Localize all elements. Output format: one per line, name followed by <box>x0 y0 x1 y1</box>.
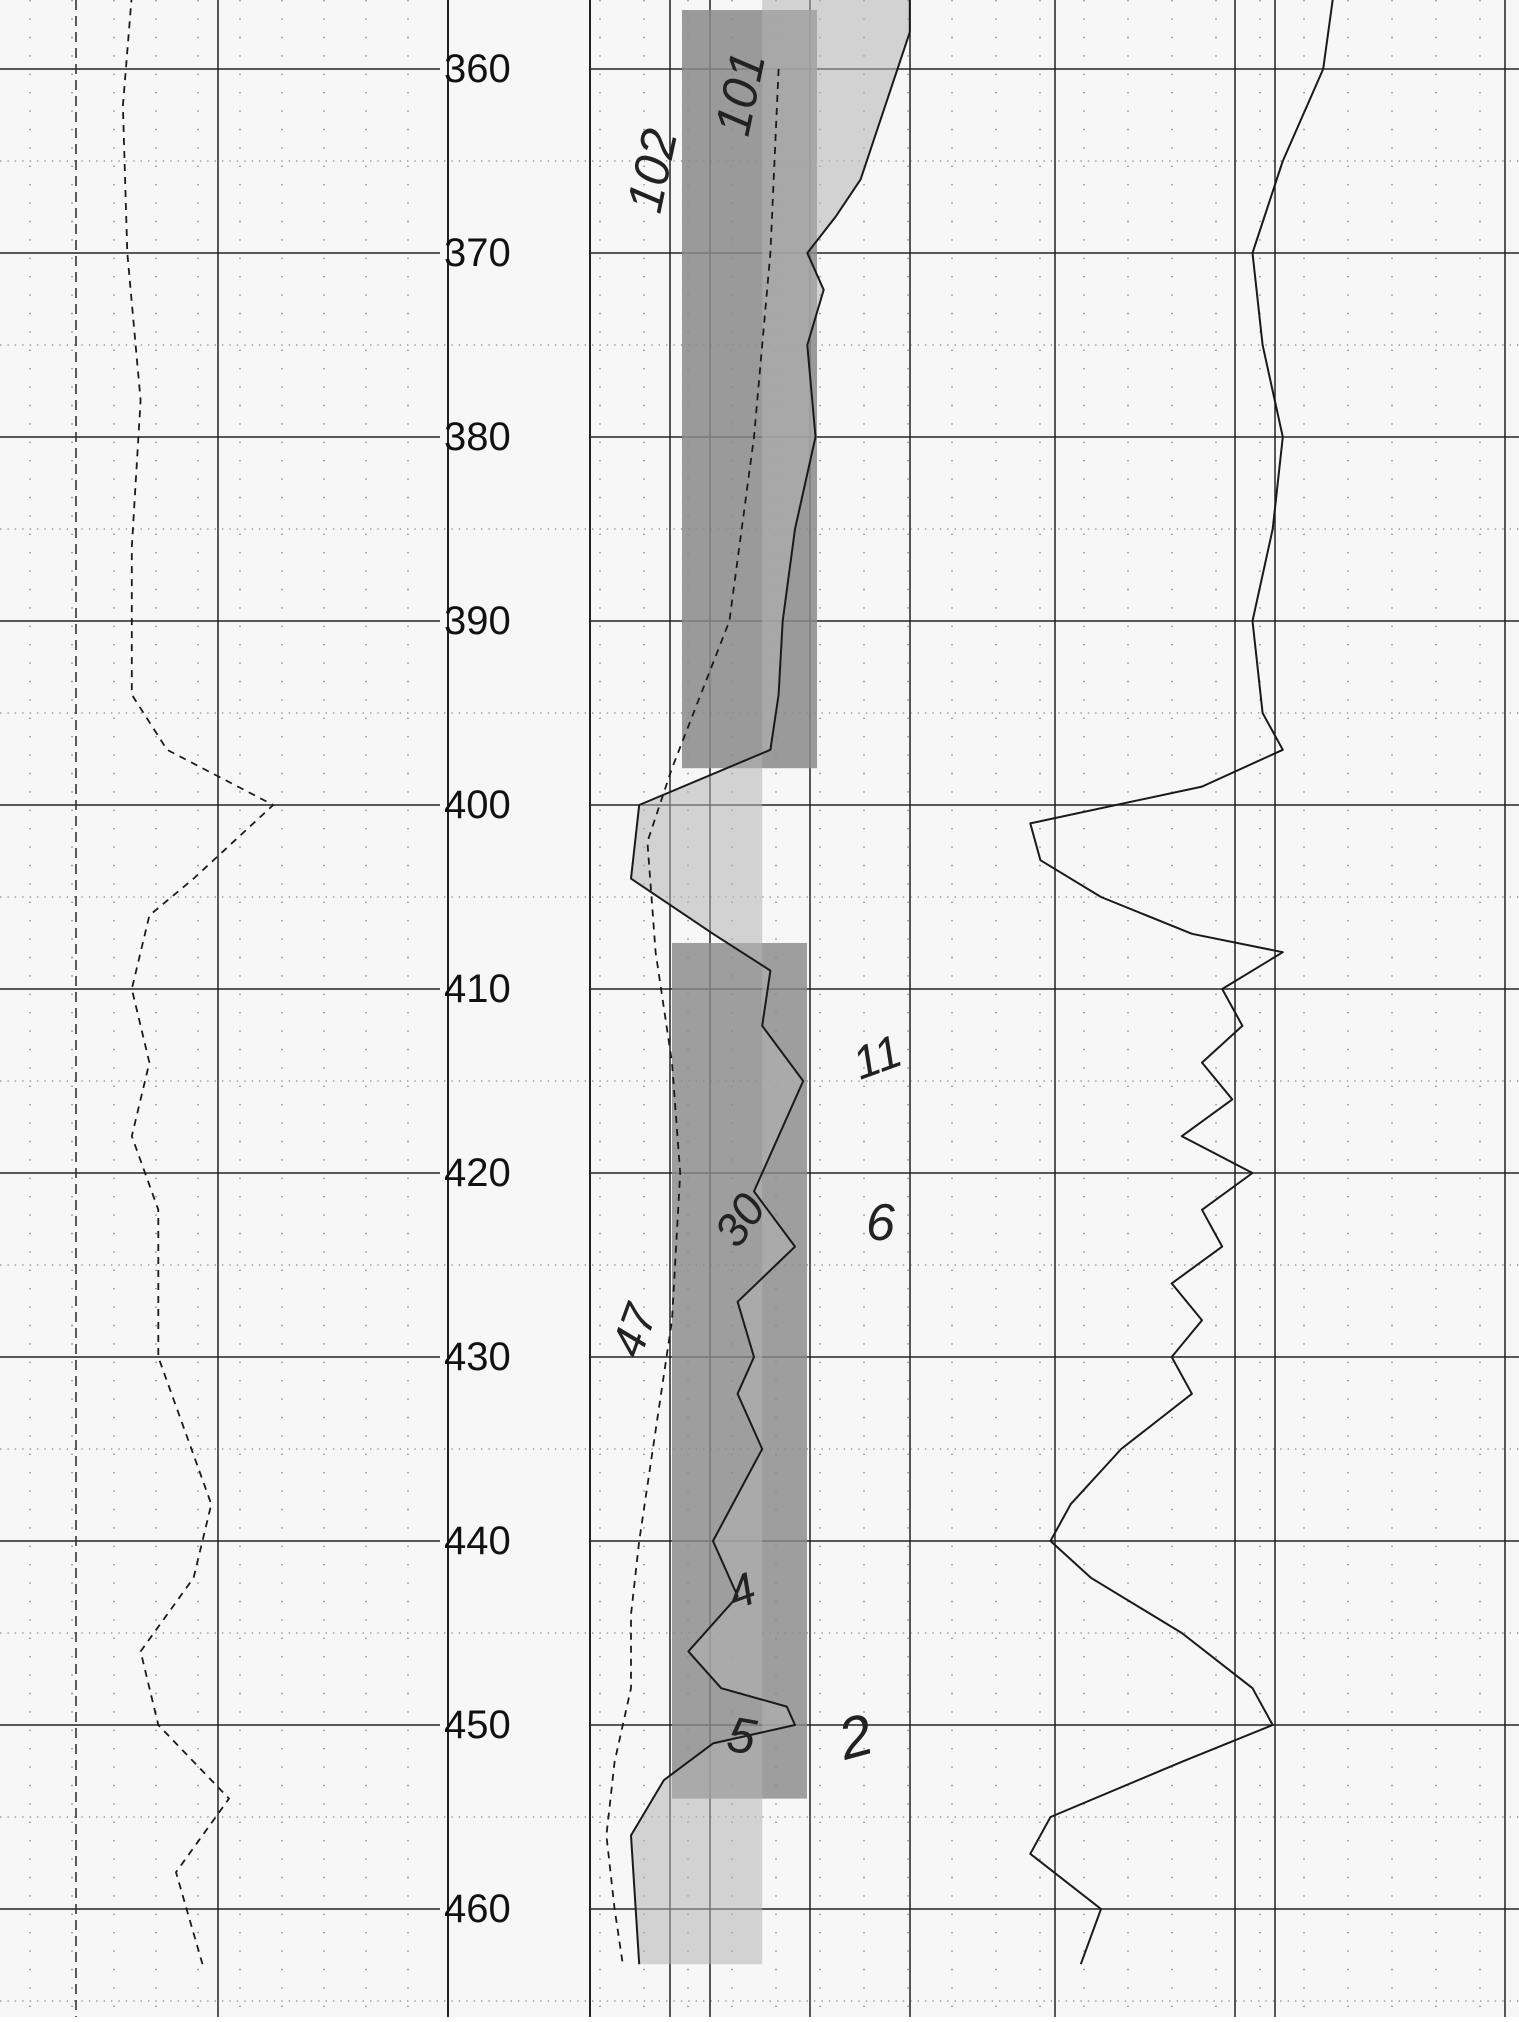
log-curve-left-dashed <box>122 0 275 1965</box>
curve-fill <box>631 0 910 1965</box>
depth-label: 370 <box>444 231 511 275</box>
depth-label: 420 <box>444 1151 511 1195</box>
depth-label: 360 <box>444 47 511 91</box>
handwritten-annotation: 6 <box>866 1194 895 1252</box>
depth-label: 450 <box>444 1703 511 1747</box>
depth-label: 390 <box>444 599 511 643</box>
depth-label: 430 <box>444 1335 511 1379</box>
depth-label: 380 <box>444 415 511 459</box>
log-curve-right-solid <box>1029 0 1334 1965</box>
depth-label: 400 <box>444 783 511 827</box>
log-curve-middle-solid <box>630 0 911 1965</box>
depth-label: 460 <box>444 1887 511 1931</box>
handwritten-annotation: 47 <box>601 1296 668 1363</box>
depth-label: 440 <box>444 1519 511 1563</box>
depth-label: 410 <box>444 967 511 1011</box>
handwritten-annotation: 11 <box>846 1024 909 1089</box>
handwritten-annotation: 102 <box>616 124 688 217</box>
log-curve-middle-dashed <box>605 68 780 1965</box>
handwritten-annotation: 2 <box>831 1701 880 1772</box>
